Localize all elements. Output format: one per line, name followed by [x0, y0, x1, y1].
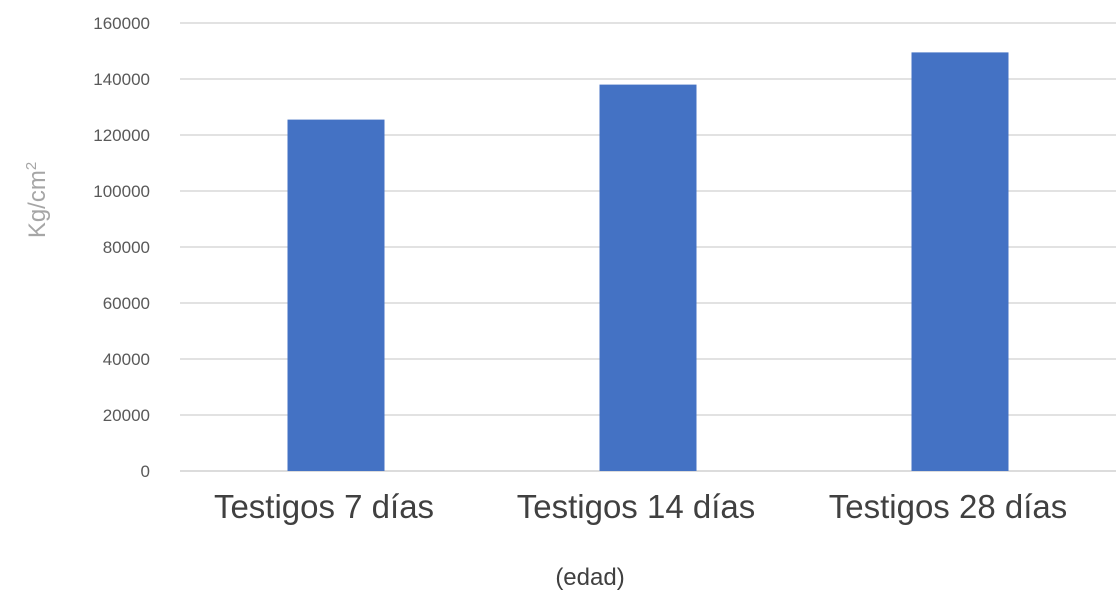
y-tick-label: 100000	[93, 182, 150, 201]
y-tick-label: 20000	[103, 406, 150, 425]
x-tick-label: Testigos 7 días	[214, 488, 434, 525]
y-tick-label: 40000	[103, 350, 150, 369]
y-axis-title-base: Kg/cm	[24, 170, 51, 238]
bar	[287, 119, 385, 471]
y-tick-label: 0	[141, 462, 150, 481]
y-axis-ticks: 0 20000 40000 60000 80000 100000 120000 140000 1…	[93, 14, 150, 481]
x-axis-title: (edad)	[555, 564, 624, 591]
y-axis-title: Kg/cm2	[23, 162, 51, 238]
y-tick-label: 80000	[103, 238, 150, 257]
y-tick-label: 160000	[93, 14, 150, 33]
bars	[287, 52, 1009, 472]
bar	[599, 84, 697, 471]
x-axis-ticks: Testigos 7 días Testigos 14 días Testigos …	[214, 488, 1067, 525]
y-tick-label: 140000	[93, 70, 150, 89]
y-axis-title-superscript: 2	[23, 162, 40, 170]
x-tick-label: Testigos 28 días	[829, 488, 1067, 525]
y-tick-label: 120000	[93, 126, 150, 145]
y-tick-label: 60000	[103, 294, 150, 313]
x-tick-label: Testigos 14 días	[517, 488, 755, 525]
bar	[911, 52, 1009, 472]
